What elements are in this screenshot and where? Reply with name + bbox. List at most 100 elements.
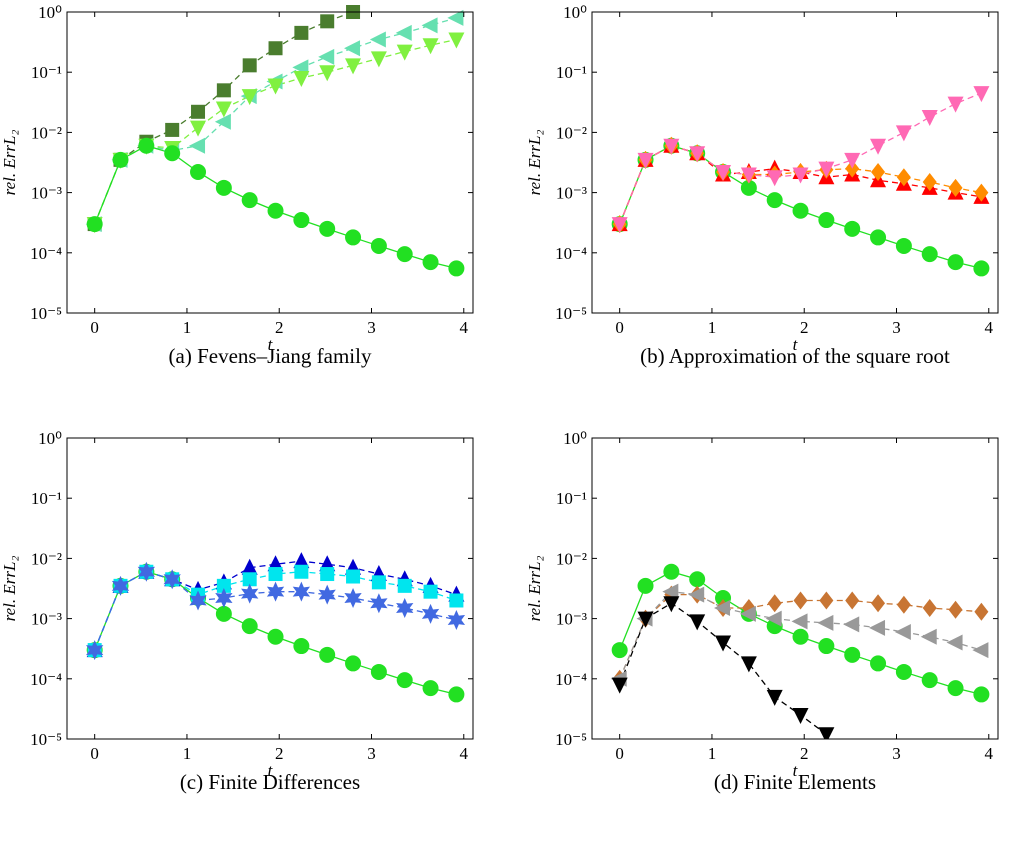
marker: [714, 599, 731, 616]
marker: [844, 220, 861, 237]
marker: [165, 122, 180, 137]
marker: [268, 567, 283, 582]
marker: [972, 642, 989, 659]
marker: [767, 594, 782, 613]
caption: (b) Approximation of the square root: [640, 344, 950, 368]
y-tick-label: 10⁻²: [31, 549, 62, 568]
marker: [370, 51, 387, 68]
marker: [818, 161, 835, 178]
x-tick-label: 4: [985, 318, 994, 337]
marker: [637, 577, 654, 594]
marker: [371, 575, 386, 590]
axes-frame: [66, 437, 474, 740]
marker: [346, 569, 361, 584]
marker: [448, 32, 465, 49]
y-tick-label: 10⁻²: [31, 123, 62, 142]
marker: [86, 216, 103, 233]
x-tick-label: 0: [615, 318, 624, 337]
plot-area: [592, 12, 998, 313]
marker: [421, 17, 438, 34]
y-tick-label: 10⁻⁴: [555, 244, 587, 263]
marker: [164, 145, 181, 162]
marker: [215, 587, 233, 608]
marker: [294, 564, 309, 579]
marker: [267, 202, 284, 219]
marker: [267, 628, 284, 645]
x-tick-label: 2: [275, 318, 284, 337]
x-tick-label: 3: [892, 318, 901, 337]
marker: [370, 237, 387, 254]
x-tick-label: 3: [367, 744, 376, 763]
marker: [973, 86, 990, 103]
y-tick-label: 10⁻¹: [31, 63, 62, 82]
y-tick-label: 10⁻³: [556, 184, 587, 203]
marker: [242, 58, 257, 73]
marker: [190, 120, 207, 137]
marker: [948, 178, 963, 197]
marker: [319, 646, 336, 663]
marker: [241, 583, 259, 604]
marker: [396, 672, 413, 689]
marker: [190, 163, 207, 180]
marker: [448, 686, 465, 703]
y-axis-label: rel. ErrL₂: [0, 556, 19, 622]
marker: [241, 618, 258, 635]
marker: [843, 616, 860, 633]
marker: [293, 212, 310, 229]
marker: [448, 260, 465, 277]
marker: [320, 567, 335, 582]
y-tick-label: 10⁻³: [556, 610, 587, 629]
marker: [844, 152, 861, 169]
marker: [191, 104, 206, 119]
marker: [922, 598, 937, 617]
marker: [137, 561, 156, 582]
marker: [138, 137, 155, 154]
axes-frame: [591, 437, 999, 740]
y-axis-label: rel. ErrL₂: [0, 130, 19, 196]
marker: [241, 192, 258, 209]
marker: [921, 672, 938, 689]
marker: [189, 590, 207, 611]
marker: [818, 727, 835, 739]
y-tick-label: 10⁻¹: [556, 63, 587, 82]
x-tick-label: 0: [615, 744, 624, 763]
marker: [318, 584, 336, 605]
y-axis-label: rel. ErrL₂: [525, 130, 544, 196]
marker: [793, 591, 808, 610]
marker: [241, 558, 258, 575]
marker: [611, 217, 628, 234]
panel: 10⁻⁵ 10⁻⁴ 10⁻³ 10⁻² 10⁻¹ 10⁰ 0 1 2 3 4 t rel. ErrL₂ (…: [525, 429, 999, 794]
marker: [974, 602, 989, 621]
marker: [242, 572, 257, 587]
marker: [921, 110, 938, 127]
marker: [819, 591, 834, 610]
y-tick-label: 10⁻¹: [31, 489, 62, 508]
marker: [637, 152, 654, 169]
marker: [216, 578, 231, 593]
marker: [423, 584, 438, 599]
x-tick-label: 2: [800, 318, 809, 337]
caption: (d) Finite Elements: [714, 770, 876, 794]
caption: (a) Fevens–Jiang family: [169, 344, 372, 368]
marker: [663, 138, 680, 155]
x-tick-label: 1: [183, 318, 192, 337]
marker: [871, 594, 886, 613]
marker: [870, 655, 887, 672]
marker: [369, 31, 386, 48]
marker: [792, 167, 809, 184]
y-tick-label: 10⁻⁵: [30, 730, 62, 749]
y-tick-label: 10⁰: [563, 3, 587, 22]
marker: [947, 254, 964, 271]
marker: [688, 586, 705, 603]
marker: [112, 151, 129, 168]
marker: [214, 113, 231, 130]
x-tick-label: 2: [800, 744, 809, 763]
series-line: [94, 38, 457, 225]
marker: [791, 613, 808, 630]
panel: 10⁻⁵ 10⁻⁴ 10⁻³ 10⁻² 10⁻¹ 10⁰ 0 1 2 3 4 t rel. ErrL₂ (…: [0, 3, 474, 368]
marker: [740, 656, 757, 673]
marker: [345, 58, 362, 75]
marker: [740, 179, 757, 196]
axes-frame: [591, 11, 999, 314]
marker: [870, 229, 887, 246]
